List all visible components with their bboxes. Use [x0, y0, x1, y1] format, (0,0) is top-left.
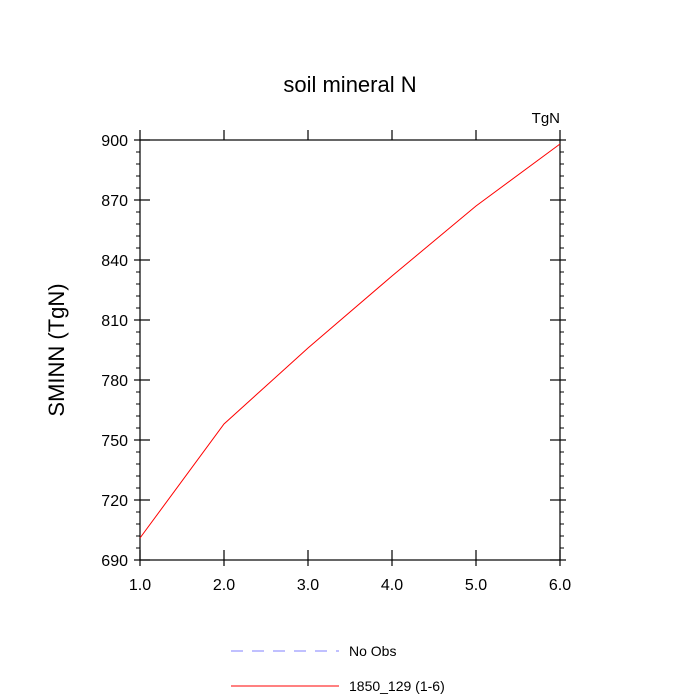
y-tick-label: 840 — [101, 253, 128, 270]
y-tick-label: 690 — [101, 553, 128, 570]
series-line — [139, 143, 561, 539]
x-tick-label: 6.0 — [549, 577, 571, 594]
y-tick-label: 900 — [101, 133, 128, 150]
x-tick-label: 3.0 — [297, 577, 319, 594]
legend-label: No Obs — [349, 643, 396, 659]
y-tick-label: 870 — [101, 193, 128, 210]
y-tick-label: 750 — [101, 433, 128, 450]
axis-ticks — [134, 130, 566, 566]
series-layer — [139, 143, 561, 539]
x-tick-label: 5.0 — [465, 577, 487, 594]
units-label: TgN — [532, 110, 560, 127]
plot-frame — [139, 139, 561, 561]
legend-label: 1850_129 (1-6) — [349, 678, 445, 694]
x-tick-label: 1.0 — [129, 577, 151, 594]
x-tick-label: 4.0 — [381, 577, 403, 594]
chart-title: soil mineral N — [283, 72, 416, 97]
tick-labels: 1.0 2.0 3.0 4.0 5.0 6.0 690 720 750 780 810 840 870 9… — [101, 133, 571, 594]
y-axis-label: SMINN (TgN) — [44, 283, 69, 416]
x-tick-label: 2.0 — [213, 577, 235, 594]
y-tick-label: 780 — [101, 373, 128, 390]
legend: No Obs 1850_129 (1-6) — [231, 643, 445, 694]
y-tick-label: 810 — [101, 313, 128, 330]
y-tick-label: 720 — [101, 493, 128, 510]
